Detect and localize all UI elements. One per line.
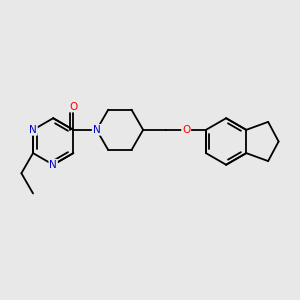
Text: N: N [49, 160, 57, 170]
Text: N: N [93, 125, 101, 135]
Text: N: N [29, 125, 37, 135]
Text: O: O [69, 102, 77, 112]
Text: O: O [182, 125, 190, 135]
